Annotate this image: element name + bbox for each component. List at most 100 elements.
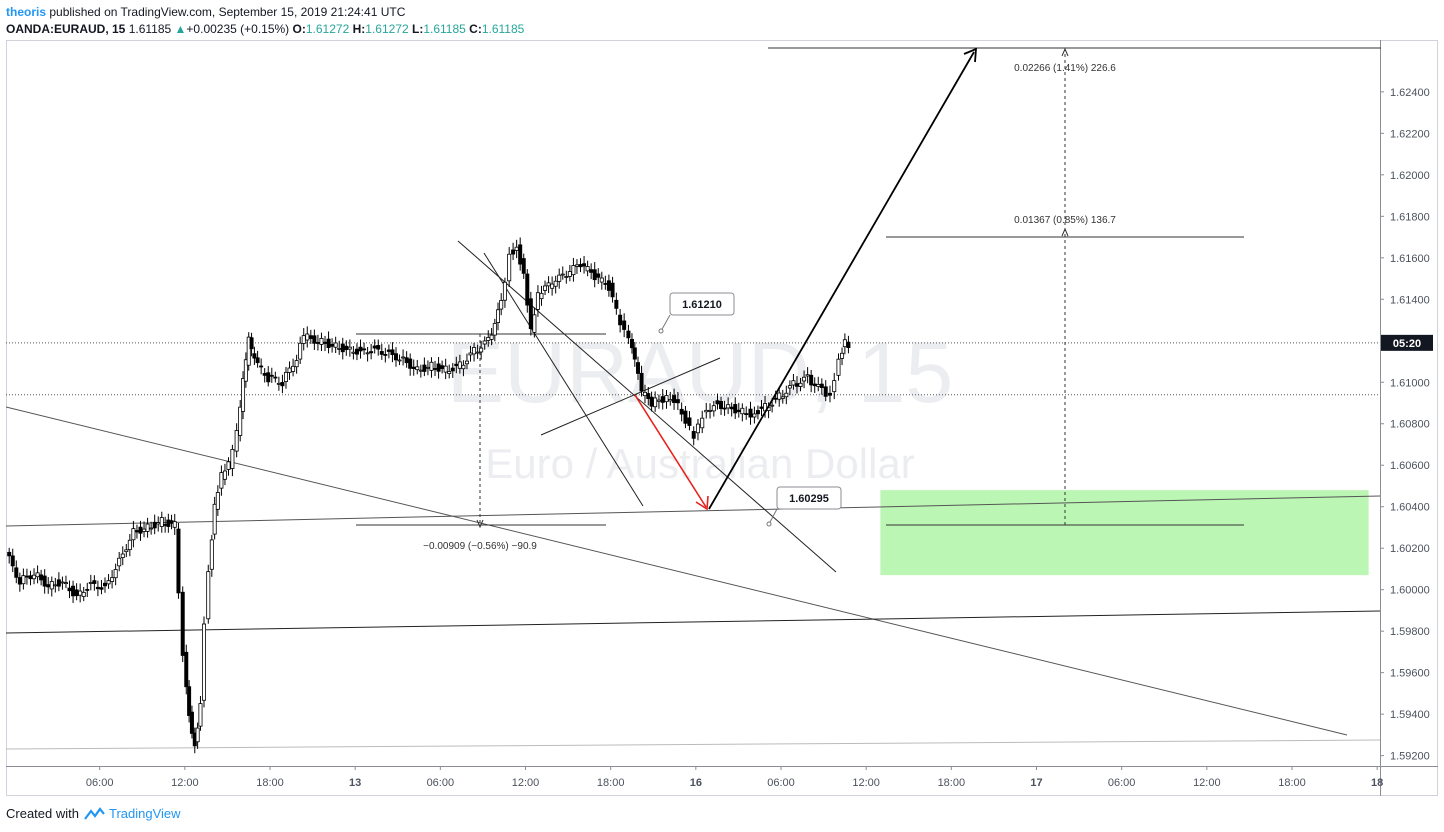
candle-body [159, 517, 164, 527]
watermark-symbol: EURAUD, 15 [447, 325, 954, 421]
x-tick-label: 12:00 [512, 777, 540, 789]
candle-body [397, 359, 402, 362]
candle-body [17, 577, 22, 585]
candle-body [124, 549, 129, 553]
candle-body [553, 280, 558, 287]
open-value: 1.61272 [305, 22, 350, 36]
candle-body [95, 586, 100, 590]
candle-body [525, 273, 530, 306]
candle-body [411, 366, 416, 369]
candle-body [283, 371, 288, 382]
callout-label: 1.60295 [789, 493, 829, 505]
candle-body [726, 404, 731, 409]
candle-body [404, 357, 409, 364]
candle-body [347, 346, 352, 350]
candle-body [736, 409, 741, 413]
high-value: 1.61272 [365, 22, 409, 36]
candle-body [351, 351, 356, 354]
candle-body [543, 285, 548, 291]
candle-body [195, 727, 200, 743]
candle-body [606, 280, 611, 291]
candle-body [269, 374, 274, 377]
x-tick-label: 06:00 [427, 777, 455, 789]
candle-body [74, 589, 79, 597]
candle-body [14, 567, 19, 578]
candle-body [532, 314, 537, 333]
callout-pointer [768, 508, 778, 525]
candle-body [675, 399, 680, 404]
candle-body [564, 276, 569, 278]
tradingview-brand[interactable]: TradingView [108, 806, 181, 821]
candle-body [486, 336, 491, 341]
candle-body [21, 575, 26, 585]
low-value: 1.61185 [423, 22, 466, 36]
author-name[interactable]: theoris [6, 5, 47, 19]
candle-body [610, 282, 615, 298]
candle-body [704, 409, 709, 413]
candle-body [683, 410, 688, 424]
chart-area[interactable]: 1.62400 1.62200 1.62000 1.61800 1.61600 1.614… [5, 40, 1438, 801]
candle-body [53, 584, 58, 587]
candle-body [511, 249, 516, 255]
candle-body [243, 359, 248, 382]
candle-body [809, 374, 814, 386]
tradingview-logo-icon [84, 806, 105, 820]
candle-body [365, 352, 370, 355]
candle-body [298, 342, 303, 360]
x-tick-label: 18:00 [597, 777, 625, 789]
measure-arrowhead [1061, 227, 1069, 237]
x-tick-label: 18:00 [1278, 777, 1306, 789]
candle-body [49, 581, 54, 590]
candle-body [337, 347, 342, 350]
close-label: C: [469, 22, 482, 36]
candle-body [226, 461, 231, 470]
high-label: H: [352, 22, 366, 36]
candle-body [255, 357, 260, 364]
candle-body [63, 582, 68, 585]
candle-body [436, 363, 441, 372]
candle-body [660, 396, 665, 403]
candle-body [514, 246, 519, 251]
chart-frame [6, 40, 1438, 796]
candle-body [390, 349, 395, 355]
candle-body [744, 413, 749, 415]
candle-body [287, 367, 292, 373]
candle-body [393, 353, 398, 361]
candle-body [273, 376, 278, 379]
price-chart[interactable]: 1.62400 1.62200 1.62000 1.61800 1.61600 1.614… [5, 40, 1438, 796]
candle-body [81, 591, 86, 597]
y-tick-label: 1.61600 [1390, 253, 1430, 265]
y-tick-label: 1.62000 [1390, 170, 1430, 182]
candle-body [521, 258, 526, 274]
candle-body [354, 348, 359, 355]
candle-body [67, 587, 72, 592]
measurement-label: 0.01367 (0.85%) 136.7 [1014, 215, 1116, 226]
x-tick-label: 12:00 [171, 777, 199, 789]
candle-body [560, 273, 565, 276]
candle-body [618, 314, 623, 326]
candle-body [819, 383, 824, 389]
candle-body [622, 320, 627, 330]
low-label: L: [412, 22, 424, 36]
y-tick-label: 1.61000 [1390, 377, 1430, 389]
candle-body [672, 395, 677, 403]
candle-body [846, 341, 851, 349]
bearish-arrowhead [695, 495, 709, 511]
candle-body [740, 407, 745, 415]
candle-body [415, 366, 420, 371]
close-value: 1.61185 [481, 22, 525, 36]
candle-body [189, 711, 194, 734]
candle-body [836, 358, 841, 376]
candle-body [386, 349, 391, 352]
candle-body [222, 470, 227, 480]
candle-body [46, 584, 51, 588]
candle-body [176, 528, 181, 594]
publish-info: published on TradingView.com, September … [49, 5, 406, 19]
candle-body [840, 352, 845, 359]
candle-body [418, 369, 423, 372]
candle-body [687, 417, 692, 426]
candle-body [209, 539, 214, 570]
trend-line [5, 495, 1381, 527]
candle-body [711, 405, 716, 412]
measure-arrowhead [1061, 47, 1069, 57]
